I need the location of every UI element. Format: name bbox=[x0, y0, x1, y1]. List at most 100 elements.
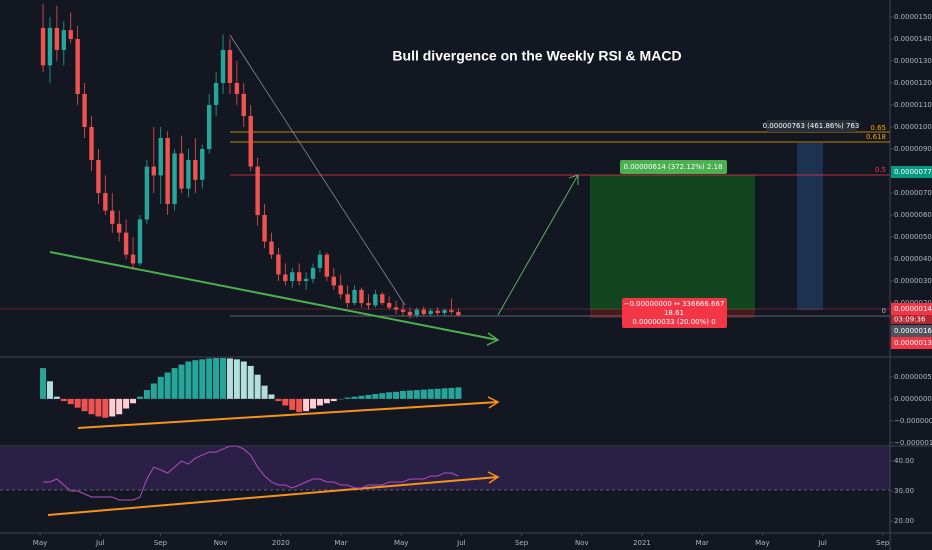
long-label: 0.00000614 (372.12%) 2.18 bbox=[624, 163, 723, 171]
x-tick-label: May bbox=[33, 539, 47, 547]
candle-body bbox=[234, 82, 240, 94]
macd-bar bbox=[192, 360, 199, 399]
macd-bar bbox=[247, 365, 254, 399]
candle-body bbox=[366, 303, 371, 306]
candle-body bbox=[241, 93, 246, 116]
fib-label: 0 bbox=[882, 307, 886, 315]
macd-bar bbox=[344, 397, 351, 399]
macd-bar bbox=[365, 394, 372, 399]
macd-bar bbox=[303, 398, 310, 412]
candle-body bbox=[456, 311, 461, 316]
price-label-box bbox=[891, 325, 932, 337]
x-tick-label: Jul bbox=[95, 539, 105, 547]
macd-bar bbox=[420, 389, 427, 399]
macd-bar bbox=[95, 398, 102, 417]
macd-bar bbox=[102, 398, 109, 418]
macd-bar bbox=[185, 361, 192, 399]
price-label-box bbox=[891, 166, 932, 178]
candle-body bbox=[290, 272, 295, 282]
candle-body bbox=[310, 267, 316, 279]
risk-label: −0.00000000 ↔ 336666.667 bbox=[624, 300, 725, 308]
macd-bar bbox=[351, 396, 358, 399]
candle-body bbox=[137, 219, 143, 264]
rsi-line bbox=[43, 445, 459, 501]
macd-bar bbox=[116, 398, 123, 415]
price-label: 0.00000165 bbox=[894, 327, 932, 335]
candle-body bbox=[303, 278, 309, 282]
x-tick-label: Sep bbox=[515, 539, 529, 547]
macd-bar bbox=[455, 387, 462, 399]
long-position-target bbox=[590, 175, 755, 310]
x-tick-label: Nov bbox=[575, 539, 589, 547]
macd-bar bbox=[289, 398, 296, 410]
candle-body bbox=[110, 210, 115, 224]
macd-bar bbox=[130, 398, 137, 404]
macd-bar bbox=[310, 398, 317, 409]
macd-bar bbox=[46, 381, 53, 399]
macd-bar bbox=[316, 398, 323, 406]
x-tick-label: Sep bbox=[154, 539, 168, 547]
candle-body bbox=[220, 49, 226, 83]
price-label: 0.00000145 bbox=[894, 305, 932, 313]
candle-body bbox=[179, 153, 184, 189]
candle-body bbox=[158, 137, 163, 176]
candle-body bbox=[186, 160, 191, 189]
candle-body bbox=[296, 272, 302, 282]
macd-bar bbox=[60, 398, 67, 402]
macd-bar bbox=[296, 398, 303, 413]
candle-body bbox=[400, 309, 406, 312]
x-tick-label: 2021 bbox=[633, 539, 651, 547]
macd-bar bbox=[40, 368, 47, 399]
trend-line bbox=[229, 34, 406, 306]
risk-label: 18.61 bbox=[664, 309, 684, 317]
x-tick-label: Nov bbox=[214, 539, 228, 547]
macd-bar bbox=[413, 390, 420, 399]
macd-bar bbox=[275, 398, 282, 402]
macd-bar bbox=[81, 398, 88, 412]
measure-label-box bbox=[766, 120, 857, 132]
candle-body bbox=[82, 93, 87, 127]
risk-label-box bbox=[622, 298, 727, 328]
macd-bar bbox=[199, 359, 206, 399]
y-tick-label: 0.00000000 bbox=[894, 395, 932, 403]
candle-body bbox=[144, 166, 150, 220]
candle-body bbox=[386, 303, 392, 308]
macd-bar bbox=[448, 387, 455, 399]
candle-body bbox=[393, 307, 399, 310]
x-tick-label: May bbox=[755, 539, 769, 547]
candle-body bbox=[345, 294, 350, 304]
y-tick-label: −0.00000100 bbox=[894, 439, 932, 447]
macd-bar bbox=[434, 388, 441, 399]
macd-bar bbox=[337, 398, 344, 400]
candle-body bbox=[359, 289, 364, 304]
candle-body bbox=[373, 294, 378, 306]
macd-bar bbox=[171, 368, 178, 399]
x-tick-label: Mar bbox=[334, 539, 347, 547]
candle-body bbox=[123, 232, 129, 255]
macd-bar bbox=[178, 364, 185, 399]
macd-bar bbox=[330, 398, 337, 402]
candle-body bbox=[421, 309, 426, 315]
x-tick-label: May bbox=[394, 539, 408, 547]
candle-body bbox=[428, 310, 433, 315]
fib-label: 0.5 bbox=[875, 166, 886, 174]
candle-body bbox=[54, 27, 60, 50]
candle-body bbox=[61, 30, 67, 50]
x-tick-label: Sep bbox=[876, 539, 890, 547]
price-label-box bbox=[891, 337, 932, 349]
rsi-band bbox=[0, 447, 890, 490]
macd-bar bbox=[143, 390, 150, 399]
y-tick-label: 40.00 bbox=[894, 457, 914, 465]
candle-body bbox=[276, 254, 281, 275]
candle-body bbox=[40, 27, 46, 66]
